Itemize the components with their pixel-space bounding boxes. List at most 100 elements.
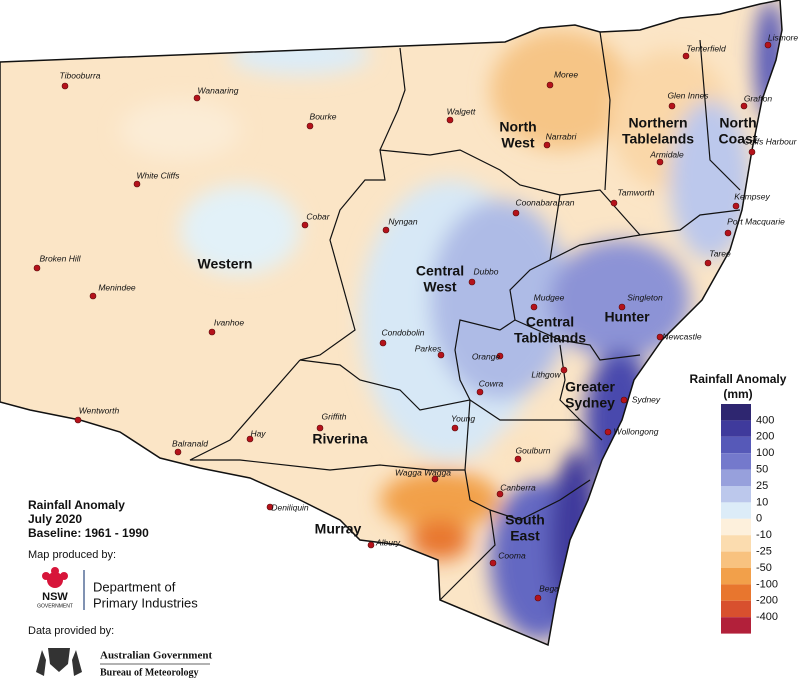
legend-swatch — [721, 600, 751, 618]
town-dot — [534, 594, 542, 602]
region-label: North — [719, 115, 756, 131]
region-labels: WesternNorthWestNorthernTablelandsNorthC… — [198, 115, 758, 544]
town-label: Kempsey — [734, 191, 770, 201]
town-dot — [476, 388, 484, 396]
info-block: Rainfall Anomaly July 2020 Baseline: 196… — [28, 498, 212, 678]
town-label: White Cliffs — [137, 170, 181, 180]
town-dot — [618, 303, 626, 311]
town-dot — [301, 221, 309, 229]
legend-swatch — [721, 551, 751, 568]
legend-label: 10 — [756, 496, 768, 508]
town-label: Nyngan — [388, 216, 418, 226]
town-label: Walgett — [447, 106, 476, 116]
town-label: Goulburn — [516, 445, 551, 455]
legend-swatch — [721, 584, 751, 601]
legend-label: -200 — [756, 595, 778, 607]
town-label: Wagga Wagga — [395, 467, 451, 477]
town-dot — [316, 424, 324, 432]
legend-label: -10 — [756, 529, 772, 541]
region-borders — [189, 31, 741, 601]
town-label: Condobolin — [381, 327, 424, 337]
legend-label: 0 — [756, 513, 762, 525]
town-dot — [451, 424, 459, 432]
legend-label: 25 — [756, 480, 768, 492]
region-label: Coast — [719, 131, 758, 147]
town-label: Canberra — [500, 482, 536, 492]
legend-swatch — [721, 453, 751, 470]
region-label: Tablelands — [514, 330, 586, 346]
region-label: Murray — [315, 521, 362, 537]
town-dot — [740, 102, 748, 110]
town-label: Tamworth — [617, 187, 654, 197]
town-dot — [496, 352, 504, 360]
town-dot — [748, 148, 756, 156]
town-label: Ivanhoe — [214, 317, 245, 327]
town-label: Glen Innes — [667, 90, 709, 100]
town-dot — [266, 503, 274, 511]
town-label: Broken Hill — [39, 253, 81, 263]
town-label: Parkes — [415, 343, 442, 353]
town-dot — [193, 94, 201, 102]
town-label: Coonabarabran — [515, 197, 574, 207]
region-label: West — [423, 279, 457, 295]
town-label: Wentworth — [79, 405, 120, 415]
region-label: West — [501, 135, 535, 151]
legend: Rainfall Anomaly (mm) 4002001005025100-1… — [690, 372, 787, 634]
town-label: Cobar — [306, 211, 330, 221]
town-label: Narrabri — [546, 131, 578, 141]
nsw-text: NSW — [42, 591, 68, 603]
town-label: Moree — [554, 69, 578, 79]
town-dot — [656, 333, 664, 341]
town-dot — [764, 41, 772, 49]
region-label: Hunter — [604, 309, 650, 325]
agency-line2: Bureau of Meteorology — [100, 667, 199, 678]
town-dot — [668, 102, 676, 110]
town-label: Sydney — [632, 394, 661, 404]
town-dot — [656, 158, 664, 166]
town-dot — [208, 328, 216, 336]
town-dot — [133, 180, 141, 188]
town-label: Cooma — [498, 550, 526, 560]
department-line1: Department of — [93, 579, 176, 594]
town-dot — [33, 264, 41, 272]
town-dot — [543, 141, 551, 149]
town-label: Griffith — [321, 411, 346, 421]
town-dot — [610, 199, 618, 207]
town-label: Grafton — [744, 93, 773, 103]
legend-label: 50 — [756, 464, 768, 476]
info-baseline: Baseline: 1961 - 1990 — [28, 526, 149, 540]
town-dot — [724, 229, 732, 237]
agency-line1: Australian Government — [100, 650, 212, 662]
region-label: Tablelands — [622, 131, 694, 147]
town-label: Mudgee — [534, 292, 565, 302]
town-label: Tenterfield — [686, 43, 726, 53]
town-dot — [61, 82, 69, 90]
town-label: Lithgow — [531, 369, 561, 379]
department-line2: Primary Industries — [93, 595, 198, 610]
towns: Tibooburra Wanaaring Bourke Walgett Moree Nar… — [33, 32, 798, 602]
legend-swatch — [721, 518, 751, 536]
region-label: East — [510, 528, 540, 544]
town-label: Port Macquarie — [727, 216, 785, 226]
legend-label: 400 — [756, 414, 774, 426]
town-dot — [732, 202, 740, 210]
town-label: Wollongong — [614, 426, 659, 436]
legend-title: Rainfall Anomaly — [690, 372, 787, 386]
legend-swatch — [721, 486, 751, 503]
region-label: Central — [526, 314, 574, 330]
government-text: GOVERNMENT — [37, 603, 73, 609]
town-label: Cowra — [479, 378, 504, 388]
legend-swatch — [721, 617, 751, 634]
legend-swatch — [721, 568, 751, 585]
town-label: Armidale — [649, 149, 684, 159]
town-dot — [514, 455, 522, 463]
town-dot — [246, 435, 254, 443]
town-dot — [560, 366, 568, 374]
town-dot — [367, 541, 375, 549]
nsw-logo: NSW GOVERNMENT — [37, 567, 73, 609]
town-dot — [512, 209, 520, 217]
town-label: Bourke — [310, 111, 337, 121]
town-dot — [446, 116, 454, 124]
legend-label: -50 — [756, 562, 772, 574]
